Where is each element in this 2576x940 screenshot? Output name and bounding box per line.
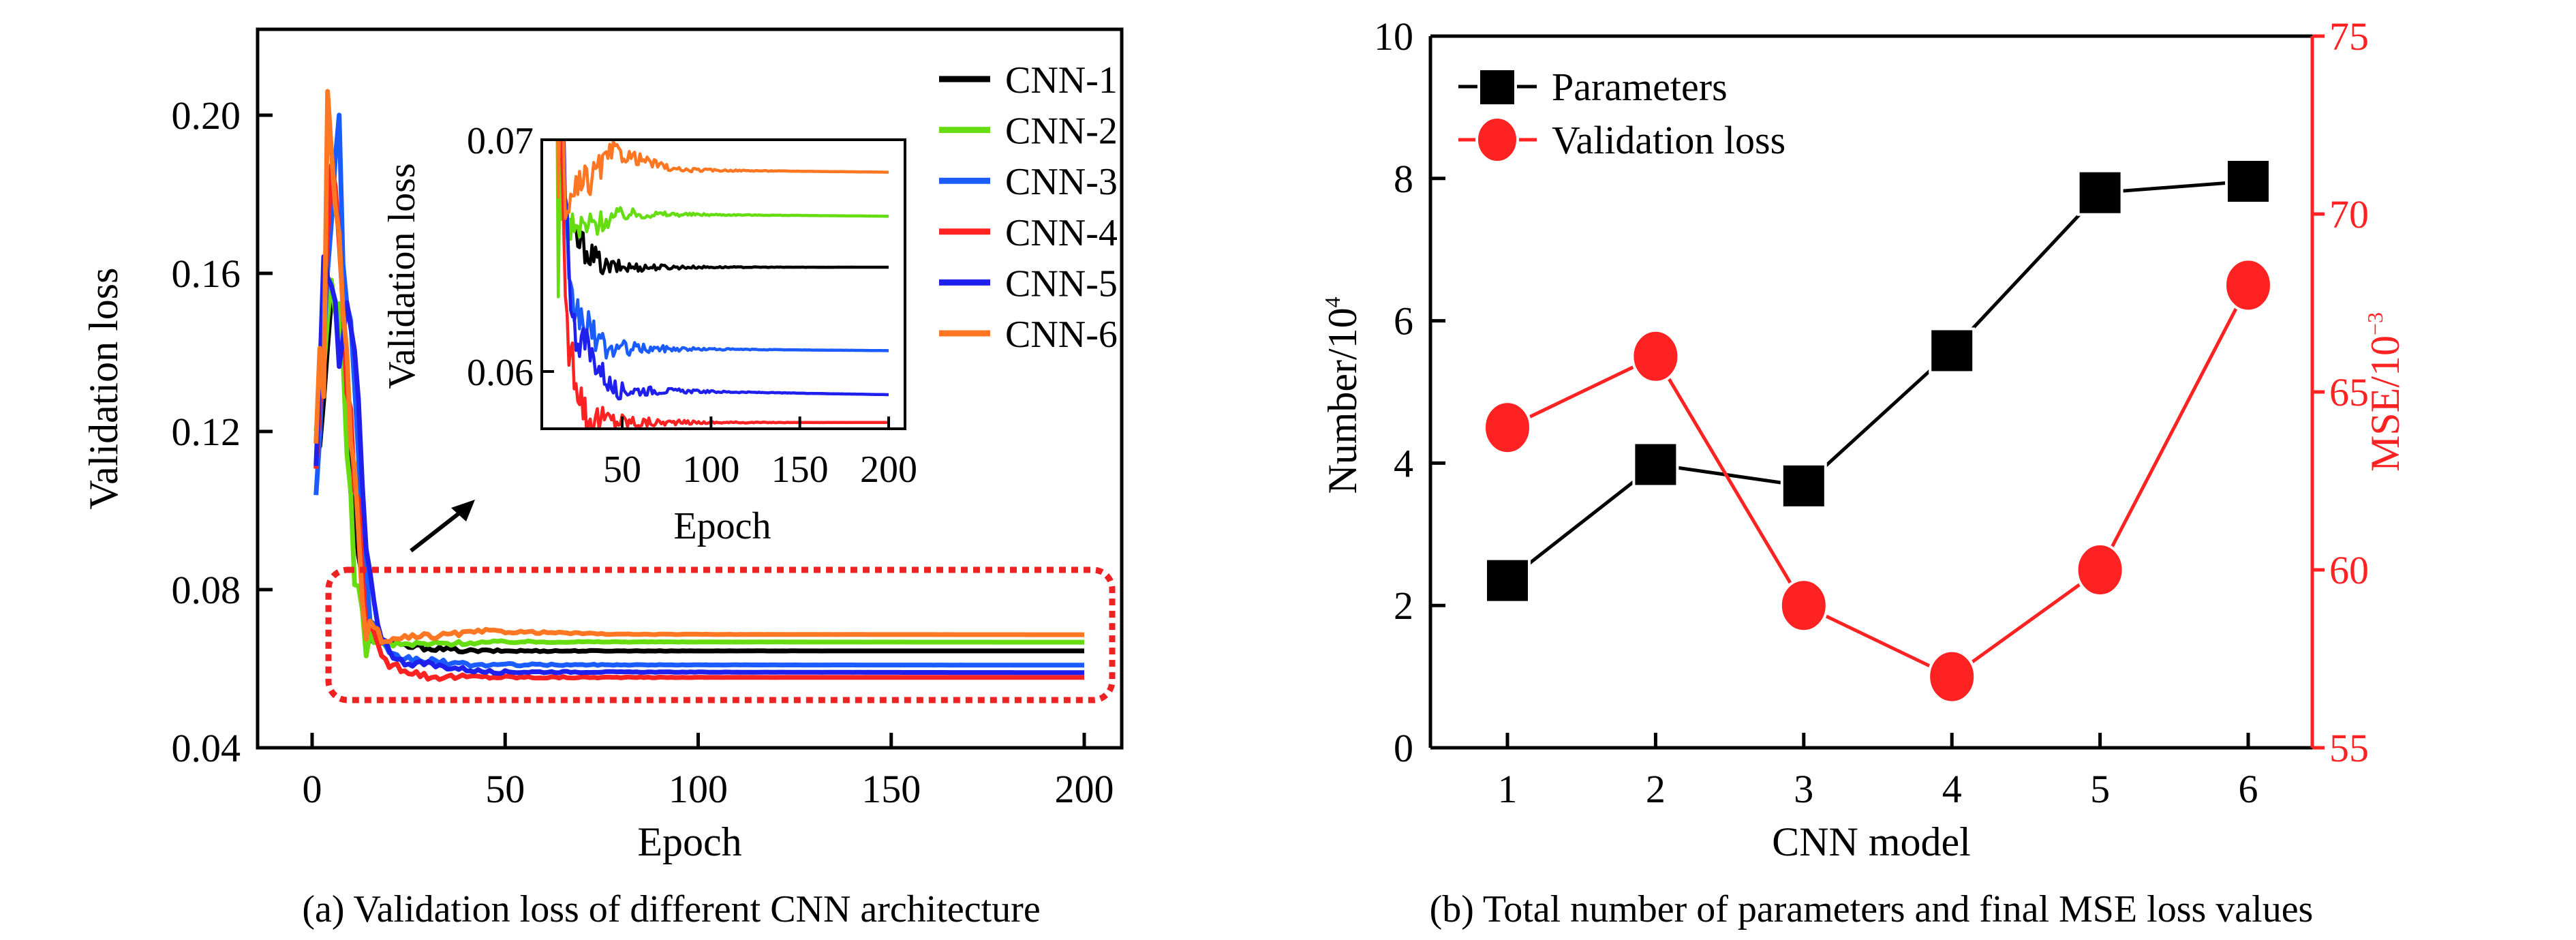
- inset-series-line-cnn-5: [562, 140, 889, 401]
- x-tick-label: 150: [861, 767, 921, 811]
- x-tick-label: 6: [2239, 767, 2258, 811]
- highlight-box: [325, 566, 1116, 703]
- circle-marker: [1483, 400, 1532, 455]
- arrow-head-icon: [451, 500, 475, 521]
- inset-series-line-cnn-3: [561, 140, 889, 360]
- x-tick-label: 1: [1498, 767, 1518, 811]
- inset-x-tick-label: 50: [603, 449, 641, 491]
- series-line-cnn-2: [313, 277, 1084, 658]
- legend-label: CNN-5: [1005, 262, 1118, 305]
- inset-series-line-cnn-1: [557, 140, 889, 275]
- caption-a: (a) Validation loss of different CNN arc…: [302, 888, 1040, 930]
- y2-tick-label: 55: [2329, 726, 2369, 770]
- circle-marker: [2075, 543, 2125, 597]
- y2-tick-label: 75: [2329, 14, 2369, 59]
- x-tick-label: 0: [303, 767, 322, 811]
- chart-b: 1 2 3 4 5 602468105560657075Number/104MSE/10−…: [1320, 14, 2408, 930]
- inset-x-axis-title: Epoch: [673, 505, 771, 547]
- square-marker: [1780, 462, 1827, 509]
- inset-bg: [542, 140, 905, 429]
- inset-y-axis-title: Validation loss: [381, 163, 423, 389]
- series-line-cnn-3: [313, 112, 1084, 669]
- series-line-cnn-1: [314, 295, 1084, 654]
- chart-a: 0 50 100 150 200 0.04 0.08 0.12 0.16 0.20 Epoch Val…: [81, 27, 1124, 930]
- x-tick-label: 50: [485, 767, 525, 811]
- y-axis-title: Number/104: [1320, 297, 1365, 494]
- y-tick-label: 2: [1394, 583, 1413, 628]
- legend-label: CNN-1: [1005, 59, 1118, 102]
- legend-circle-icon: [1475, 116, 1519, 164]
- inset-x-tick-label: 100: [682, 449, 739, 491]
- square-marker: [2076, 169, 2123, 216]
- inset-series-line-cnn-6: [556, 140, 889, 220]
- y-tick-label: 0.08: [172, 568, 241, 612]
- y-axis-title: Validation loss: [81, 268, 126, 510]
- chart-a-lines: [313, 89, 1084, 682]
- y-tick-label: 4: [1394, 441, 1413, 485]
- legend-label: Validation loss: [1552, 118, 1785, 162]
- inset-y-tick-label: 0.06: [467, 352, 534, 394]
- series-line-cnn-4: [313, 163, 1084, 682]
- y2-axis-title-exponent: −3: [2363, 312, 2387, 335]
- legend-square-icon: [1477, 67, 1517, 107]
- x-tick-label: 4: [1942, 767, 1962, 811]
- y-tick-label: 0: [1394, 726, 1413, 770]
- series-line-cnn-5: [313, 254, 1084, 676]
- square-marker: [1929, 327, 1976, 374]
- y-tick-label: 0.16: [172, 252, 241, 296]
- inset-x-tick-label: 150: [771, 449, 829, 491]
- y2-tick-label: 70: [2329, 192, 2369, 237]
- y-axis-title-base: Number/10: [1320, 307, 1365, 494]
- y-axis-title-exponent: 4: [1320, 297, 1345, 307]
- square-marker: [1484, 557, 1531, 604]
- y2-tick-label: 60: [2329, 548, 2369, 592]
- series-line-validation-loss: [1506, 284, 2250, 679]
- series-line-parameters: [1506, 179, 2249, 582]
- circle-marker: [1927, 649, 1977, 704]
- square-marker: [1632, 441, 1679, 488]
- x-tick-label: 5: [2090, 767, 2110, 811]
- chart-a-frame: [256, 27, 1124, 750]
- y-tick-label: 8: [1394, 157, 1413, 201]
- legend-label: Parameters: [1552, 65, 1728, 109]
- x-tick-label: 2: [1646, 767, 1666, 811]
- circle-marker: [1779, 578, 1828, 633]
- x-tick-label: 3: [1794, 767, 1813, 811]
- y2-axis-title-base: MSE/10: [2363, 335, 2408, 472]
- y-tick-label: 6: [1394, 299, 1413, 344]
- series-line-cnn-6: [313, 89, 1084, 646]
- caption-b: (b) Total number of parameters and final…: [1430, 888, 2314, 930]
- y-tick-label: 0.12: [172, 410, 241, 454]
- x-axis-title: Epoch: [637, 819, 741, 864]
- y2-axis-title: MSE/10−3: [2363, 312, 2408, 472]
- inset-x-tick-label: 200: [860, 449, 917, 491]
- x-tick-label: 100: [669, 767, 728, 811]
- legend-label: CNN-6: [1005, 314, 1118, 356]
- square-marker: [2225, 157, 2271, 204]
- y-tick-label: 10: [1374, 14, 1413, 59]
- y2-tick-label: 65: [2329, 370, 2369, 414]
- x-axis-title: CNN model: [1772, 819, 1971, 864]
- legend-label: CNN-3: [1005, 161, 1118, 203]
- legend-label: CNN-2: [1005, 110, 1118, 153]
- zoom-arrow: [410, 508, 465, 553]
- circle-marker: [2224, 258, 2273, 313]
- y-tick-label: 0.04: [172, 726, 241, 770]
- circle-marker: [1631, 329, 1681, 384]
- legend-label: CNN-4: [1005, 212, 1118, 254]
- y-tick-label: 0.20: [172, 93, 241, 138]
- inset-frame: [540, 138, 906, 430]
- inset-series-line-cnn-2: [555, 140, 889, 299]
- inset-y-tick-label: 0.07: [467, 120, 534, 162]
- x-tick-label: 200: [1055, 767, 1114, 811]
